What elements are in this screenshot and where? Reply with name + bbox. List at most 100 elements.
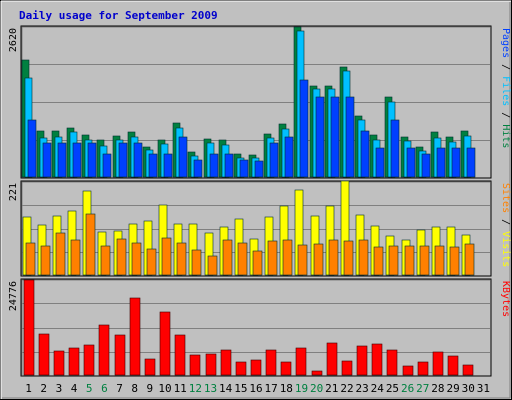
bar-kbytes-day-8 xyxy=(129,297,141,376)
x-tick-day-4: 4 xyxy=(71,382,78,395)
x-tick-day-10: 10 xyxy=(158,382,171,395)
y-max-label: 221 xyxy=(8,183,19,201)
bar-kbytes-day-20 xyxy=(311,370,323,376)
bar-pages-day-16 xyxy=(254,160,264,178)
bar-sites-day-27 xyxy=(419,245,430,276)
bar-sites-day-2 xyxy=(40,245,51,276)
bar-pages-day-17 xyxy=(269,142,279,178)
x-tick-day-23: 23 xyxy=(356,382,369,395)
panel-kbytes: 24776 KBytes xyxy=(8,278,511,377)
bar-pages-day-20 xyxy=(315,96,325,178)
x-tick-day-31: 31 xyxy=(477,382,490,395)
bar-pages-day-30 xyxy=(466,147,476,178)
bar-kbytes-day-12 xyxy=(189,354,201,376)
bar-sites-day-25 xyxy=(388,245,399,276)
bar-sites-day-10 xyxy=(161,237,172,276)
bar-pages-day-4 xyxy=(72,142,82,178)
legend-hits: Hits xyxy=(500,124,511,148)
bar-kbytes-day-4 xyxy=(68,347,80,376)
bar-kbytes-day-21 xyxy=(326,342,338,376)
bar-pages-day-22 xyxy=(345,96,355,178)
panel-sites-visits: 221 Sites / Visits xyxy=(8,180,511,277)
bar-sites-day-5 xyxy=(85,213,96,276)
x-tick-day-6: 6 xyxy=(101,382,108,395)
bar-kbytes-day-16 xyxy=(250,359,262,376)
legend-files: Files xyxy=(500,76,511,106)
legend-separator: / xyxy=(500,58,511,76)
x-tick-day-20: 20 xyxy=(310,382,323,395)
bar-sites-day-29 xyxy=(449,246,460,276)
bar-kbytes-day-18 xyxy=(280,361,292,376)
bar-sites-day-16 xyxy=(252,250,263,276)
x-tick-day-1: 1 xyxy=(25,382,32,395)
bar-pages-day-12 xyxy=(193,159,203,178)
bar-sites-day-23 xyxy=(358,239,369,276)
bar-kbytes-day-3 xyxy=(53,350,65,376)
bar-pages-day-7 xyxy=(118,142,128,178)
bar-sites-day-14 xyxy=(222,239,233,276)
x-tick-day-3: 3 xyxy=(56,382,63,395)
bar-pages-day-13 xyxy=(209,153,219,178)
x-tick-day-26: 26 xyxy=(401,382,414,395)
bar-pages-day-9 xyxy=(148,153,158,178)
panel-pages-files-hits: 2620 Pages / Files / Hits xyxy=(8,25,511,179)
x-tick-day-19: 19 xyxy=(295,382,308,395)
x-tick-day-30: 30 xyxy=(462,382,475,395)
x-tick-day-27: 27 xyxy=(416,382,429,395)
x-tick-day-7: 7 xyxy=(116,382,123,395)
bar-kbytes-day-5 xyxy=(83,344,95,376)
bar-sites-day-18 xyxy=(282,239,293,276)
bar-sites-day-11 xyxy=(176,242,187,276)
x-tick-day-16: 16 xyxy=(249,382,262,395)
legend-pages: Pages xyxy=(500,28,511,58)
x-tick-day-11: 11 xyxy=(174,382,187,395)
bar-pages-day-29 xyxy=(451,147,461,178)
bar-sites-day-17 xyxy=(267,240,278,276)
x-tick-day-14: 14 xyxy=(219,382,233,395)
x-tick-day-9: 9 xyxy=(147,382,154,395)
x-tick-day-18: 18 xyxy=(280,382,293,395)
bar-kbytes-day-28 xyxy=(432,351,444,376)
bar-sites-day-30 xyxy=(464,243,475,276)
bar-kbytes-day-13 xyxy=(205,353,217,376)
bar-sites-day-3 xyxy=(55,232,66,276)
bar-kbytes-day-25 xyxy=(386,349,398,376)
bar-sites-day-21 xyxy=(328,239,339,276)
legend-separator: / xyxy=(500,213,511,231)
x-tick-day-25: 25 xyxy=(386,382,399,395)
chart-title: Daily usage for September 2009 xyxy=(19,9,218,22)
bar-pages-day-10 xyxy=(163,153,173,178)
bar-sites-day-22 xyxy=(343,240,354,276)
bar-kbytes-day-14 xyxy=(220,349,232,376)
bar-pages-day-2 xyxy=(42,142,52,178)
bar-sites-day-1 xyxy=(25,242,36,276)
bar-sites-day-9 xyxy=(146,248,157,276)
x-tick-day-22: 22 xyxy=(340,382,353,395)
bar-kbytes-day-26 xyxy=(402,365,414,376)
x-tick-day-2: 2 xyxy=(40,382,47,395)
bar-kbytes-day-27 xyxy=(417,361,429,376)
bar-pages-day-19 xyxy=(299,79,309,178)
bar-kbytes-day-7 xyxy=(114,334,126,376)
bar-sites-day-24 xyxy=(373,246,384,276)
x-tick-day-29: 29 xyxy=(446,382,459,395)
bar-kbytes-day-19 xyxy=(295,347,307,376)
legend-visits: Visits xyxy=(500,231,511,267)
bar-kbytes-day-11 xyxy=(174,334,186,376)
bar-kbytes-day-17 xyxy=(265,349,277,376)
bar-sites-day-20 xyxy=(313,243,324,276)
x-tick-day-24: 24 xyxy=(371,382,385,395)
bar-pages-day-15 xyxy=(239,159,249,178)
bar-pages-day-21 xyxy=(330,96,340,178)
bar-kbytes-day-15 xyxy=(235,361,247,376)
y-max-label: 24776 xyxy=(8,281,19,311)
x-tick-day-8: 8 xyxy=(131,382,138,395)
x-tick-day-28: 28 xyxy=(431,382,444,395)
bar-sites-day-4 xyxy=(70,239,81,276)
series-legend-label: KBytes xyxy=(500,281,511,317)
bar-sites-day-19 xyxy=(297,244,308,276)
x-tick-day-12: 12 xyxy=(189,382,202,395)
